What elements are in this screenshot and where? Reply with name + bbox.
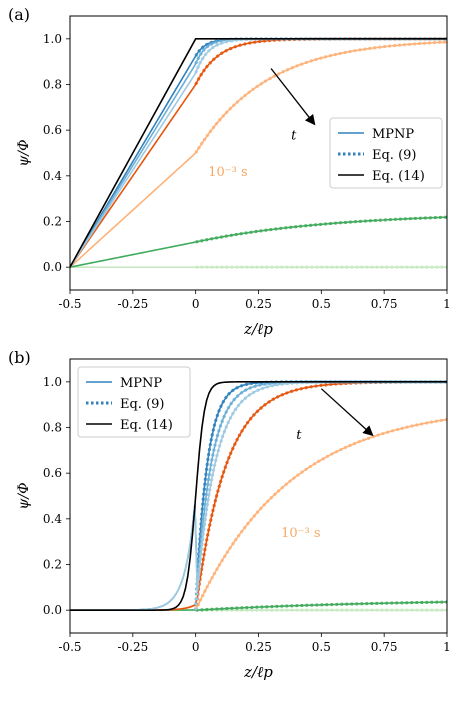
legend-entry: Eq. (14) (120, 418, 173, 433)
arrow-label: t (296, 428, 302, 443)
legend-entry: MPNP (120, 376, 162, 391)
series-line (70, 418, 447, 611)
y-axis-label: ψ/Φ (16, 139, 32, 166)
y-tick-label: 0.6 (43, 466, 62, 480)
y-tick-label: 0.2 (43, 215, 62, 229)
y-tick-label: 0.6 (43, 123, 62, 137)
series-dotted (194, 380, 447, 611)
legend-entry: Eq. (9) (120, 397, 165, 412)
time-label: 10⁻³ s (208, 165, 247, 180)
series-line (70, 601, 447, 611)
x-tick-label: 0.5 (312, 640, 331, 654)
series-dotted (195, 215, 447, 244)
legend: MPNP Eq. (9) Eq. (14) (329, 117, 443, 189)
panel-a: (a) -0.5 -0.25 0 0.25 0.5 0.75 1 0.0 0.2 0.4 0.6 0.8… (8, 5, 451, 338)
legend-box (77, 366, 191, 438)
x-tick-label: -0.5 (58, 640, 81, 654)
y-tick-label: 0.4 (43, 512, 62, 526)
y-tick-label: 1.0 (43, 32, 62, 46)
y-tick-label: 0.8 (43, 78, 62, 92)
panel-label: (b) (8, 348, 31, 367)
x-tick-label: 1 (443, 640, 451, 654)
x-tick-label: -0.25 (117, 640, 148, 654)
axes-frame (69, 15, 448, 291)
time-label: 10⁻³ s (281, 526, 320, 541)
panel-label: (a) (8, 5, 30, 24)
series-dotted (194, 380, 447, 611)
time-arrow (270, 68, 316, 126)
series-dotted (194, 380, 447, 611)
legend-entry: Eq. (9) (372, 148, 417, 163)
x-tick-label: 0.75 (371, 640, 398, 654)
y-tick-label: 0.4 (43, 169, 62, 183)
panel-b: (b) -0.5 -0.25 0 0.25 0.5 0.75 1 0.0 0.2 0.4 0.6 0.8… (8, 348, 451, 681)
series-dotted (194, 40, 447, 154)
series-dotted (194, 37, 447, 65)
legend-entry: Eq. (14) (372, 169, 425, 184)
axes-frame (69, 358, 448, 634)
x-tick-label: 0.25 (245, 297, 272, 311)
series-dotted (195, 600, 447, 612)
x-tick-label: 1 (443, 297, 451, 311)
legend-box (329, 117, 443, 189)
eq14-line (70, 38, 447, 268)
y-tick-label: 0.2 (43, 558, 62, 572)
x-tick-label: 0 (192, 297, 200, 311)
x-axis-label: z/ℓp (243, 320, 273, 338)
series-line (70, 216, 447, 268)
legend: MPNP Eq. (9) Eq. (14) (77, 366, 191, 438)
legend-entry: MPNP (372, 127, 414, 142)
x-tick-label: -0.25 (117, 297, 148, 311)
x-tick-label: 0 (192, 640, 200, 654)
y-axis-label: ψ/Φ (16, 482, 32, 509)
arrow-label: t (291, 128, 297, 143)
y-tick-label: 0.0 (43, 603, 62, 617)
x-axis-label: z/ℓp (243, 663, 273, 681)
x-tick-label: 0.5 (312, 297, 331, 311)
y-tick-label: 0.8 (43, 421, 62, 435)
series-dotted (194, 380, 447, 611)
y-tick-label: 1.0 (43, 375, 62, 389)
time-arrow (320, 388, 374, 437)
x-tick-label: -0.5 (58, 297, 81, 311)
y-tick-label: 0.0 (43, 260, 62, 274)
eq14-line (70, 381, 447, 611)
x-tick-label: 0.25 (245, 640, 272, 654)
x-tick-label: 0.75 (371, 297, 398, 311)
